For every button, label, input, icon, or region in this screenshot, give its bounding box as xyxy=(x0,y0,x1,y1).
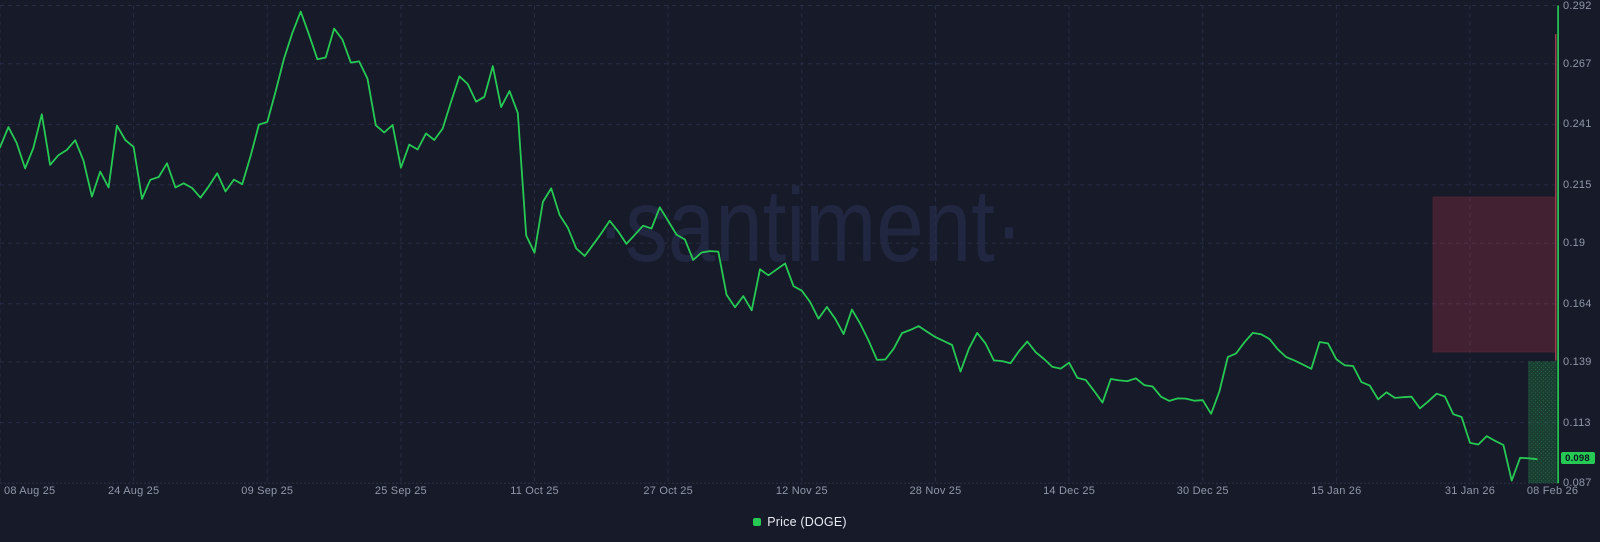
x-axis-label: 15 Jan 26 xyxy=(1311,484,1362,497)
y-axis-label: 0.19 xyxy=(1563,237,1586,250)
x-axis-label: 14 Dec 25 xyxy=(1043,484,1096,497)
y-axis-label: 0.292 xyxy=(1563,0,1592,12)
green-range-dots xyxy=(1528,361,1557,484)
x-axis-label: 25 Sep 25 xyxy=(374,484,427,497)
price-line xyxy=(0,10,1538,482)
y-axis-label: 0.139 xyxy=(1563,356,1592,369)
x-axis-label: 09 Sep 25 xyxy=(241,484,294,497)
y-axis-label: 0.241 xyxy=(1563,118,1592,131)
chart-annotations[interactable] xyxy=(1432,5,1559,484)
x-axis-label: 12 Nov 25 xyxy=(775,484,828,497)
x-axis-label: 28 Nov 25 xyxy=(909,484,962,497)
x-axis-label: 31 Jan 26 xyxy=(1444,484,1496,497)
y-axis-label: 0.087 xyxy=(1563,477,1592,490)
x-axis-label: 08 Feb 26 xyxy=(1526,484,1579,497)
x-axis-label: 30 Dec 25 xyxy=(1176,484,1229,497)
chart-legend: Price (DOGE) xyxy=(0,513,1600,531)
y-axis-label: 0.215 xyxy=(1563,178,1592,191)
y-axis-label: 0.267 xyxy=(1563,57,1592,70)
x-axis-label: 11 Oct 25 xyxy=(510,484,559,497)
red-range-annotation[interactable] xyxy=(1432,196,1556,353)
last-price-tag: 0.098 xyxy=(1560,452,1595,465)
gridlines xyxy=(0,5,1558,484)
price-line-series xyxy=(0,10,1538,482)
y-axis-label: 0.164 xyxy=(1563,297,1592,310)
legend-label[interactable]: Price (DOGE) xyxy=(767,515,847,529)
x-axis-label: 08 Aug 25 xyxy=(4,484,56,497)
x-axis-label: 27 Oct 25 xyxy=(643,484,693,497)
x-axis-label: 24 Aug 25 xyxy=(107,484,160,497)
legend-color-swatch xyxy=(753,518,762,526)
y-axis-label: 0.113 xyxy=(1563,416,1591,429)
